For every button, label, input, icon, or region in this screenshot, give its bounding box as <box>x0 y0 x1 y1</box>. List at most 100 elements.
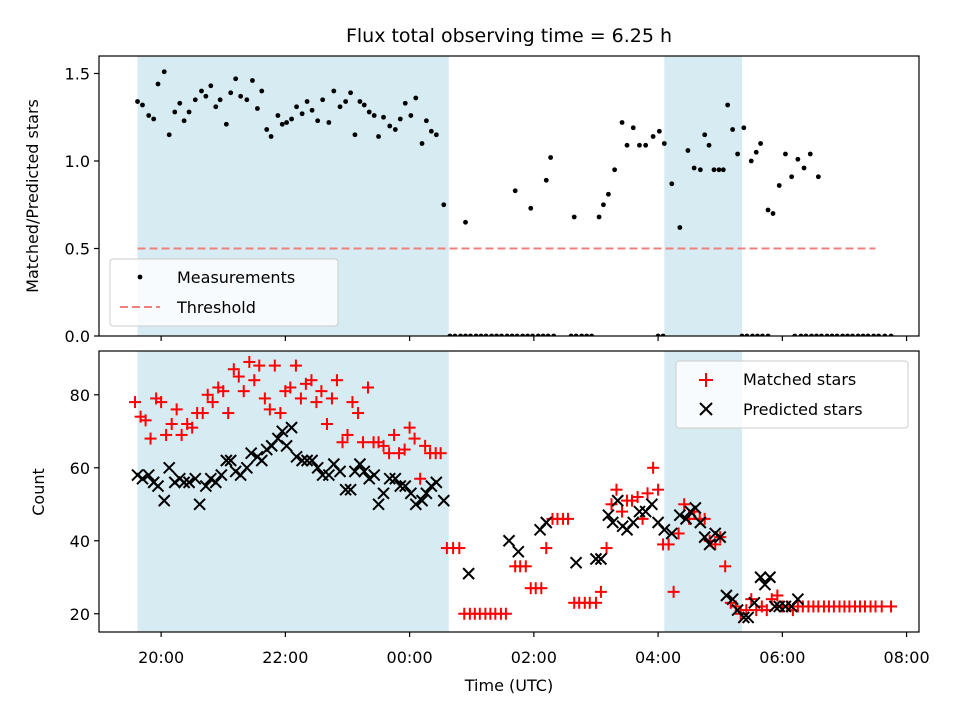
measurements-point-93 <box>748 158 754 164</box>
predicted-stars-point-6-b <box>158 494 171 507</box>
measurements-point-66 <box>571 214 577 220</box>
predicted-stars-point-44 <box>353 457 367 471</box>
measurements-point-48 <box>376 134 381 139</box>
predicted-stars-point-74 <box>627 516 640 529</box>
measurements-point-77 <box>656 128 662 134</box>
matched-stars-point-72 <box>499 607 512 620</box>
predicted-stars-point-5 <box>151 479 165 493</box>
measurements-point-79 <box>669 181 675 187</box>
matched-stars-point-25 <box>253 359 266 372</box>
predicted-stars-point-31 <box>285 421 298 434</box>
measurements-point-11 <box>186 109 192 115</box>
measurements-point-38 <box>326 120 332 125</box>
predicted-stars-point-34-b <box>300 454 314 467</box>
measurements-point-54 <box>408 113 414 118</box>
matched-stars-point-10 <box>175 428 188 441</box>
predicted-stars-point-44-b <box>353 457 367 471</box>
predicted-stars-point-17-b <box>215 468 228 482</box>
measurements-point-90 <box>730 127 736 132</box>
predicted-stars-point-50-b <box>383 472 396 485</box>
measurements-point-49 <box>381 114 386 120</box>
matched-stars-point-16 <box>206 396 219 409</box>
matched-stars-point-7 <box>160 428 173 441</box>
measurements-point-85 <box>706 142 712 148</box>
predicted-stars-point-2 <box>136 472 149 485</box>
predicted-stars-point-16-b <box>209 476 222 489</box>
predicted-stars-point-23 <box>244 446 258 460</box>
measurements-point-26 <box>264 127 270 132</box>
matched-stars-point-92 <box>610 483 623 496</box>
matched-stars-point-99 <box>647 461 660 474</box>
matched-stars-point-3 <box>139 414 152 427</box>
predicted-stars-point-29-b <box>276 425 289 438</box>
predicted-stars-point-41-b <box>339 483 352 496</box>
measurements-point-100 <box>789 174 795 180</box>
matched-stars-point-27 <box>263 403 276 416</box>
measurements-point-86 <box>711 167 717 173</box>
matched-stars-point-32 <box>289 359 302 372</box>
xtick-label-02:00: 02:00 <box>511 648 557 667</box>
matched-stars-point-113 <box>719 560 732 573</box>
matched-stars-point-98 <box>641 487 654 500</box>
predicted-stars-point-93 <box>737 611 751 624</box>
predicted-stars-point-14-b <box>199 479 213 493</box>
measurements-point-44 <box>357 99 363 104</box>
measurements-point-47 <box>371 113 377 118</box>
ytick-label-0.5: 0.5 <box>65 240 90 259</box>
bottom-panel-axes: 20 40 60 80 20:00 22:00 00:00 02:00 04:00 06:00 08… <box>70 350 930 667</box>
predicted-stars-point-98-b <box>763 571 777 584</box>
predicted-stars-point-51-b <box>389 472 402 485</box>
measurements-point-70 <box>612 167 618 173</box>
measurements-point-41 <box>343 99 349 104</box>
predicted-stars-point-36 <box>311 461 324 474</box>
predicted-stars-point-30 <box>280 439 293 453</box>
predicted-stars-point-85 <box>694 516 707 529</box>
measurements-point-84 <box>702 132 708 138</box>
measurements-point-5 <box>155 81 161 87</box>
predicted-stars-point-38 <box>322 468 336 482</box>
matched-stars-point-89 <box>594 585 607 598</box>
predicted-stars-point-71-b <box>611 494 624 507</box>
measurements-point-30 <box>284 120 290 125</box>
predicted-stars-point-52-b <box>394 479 407 493</box>
bottom-panel: 20 40 60 80 20:00 22:00 00:00 02:00 04:00 06:00 08… <box>29 350 930 667</box>
measurements-point-1 <box>135 99 140 104</box>
predicted-stars-point-86 <box>698 530 711 544</box>
predicted-stars-point-94 <box>741 611 755 624</box>
predicted-stars-point-18 <box>220 454 233 467</box>
measurements-point-8 <box>172 109 178 115</box>
predicted-stars-point-63 <box>512 545 525 558</box>
measurements-point-57 <box>423 118 429 124</box>
predicted-stars-point-10-b <box>177 476 191 489</box>
predicted-stars-point-40-b <box>333 465 347 478</box>
measurements-point-71 <box>619 120 625 125</box>
matched-stars-point-37 <box>315 385 328 398</box>
measurements-point-87 <box>716 167 722 173</box>
predicted-stars-point-80 <box>665 527 678 540</box>
matched-stars-point-4 <box>144 432 157 445</box>
predicted-stars-point-50 <box>383 472 396 485</box>
predicted-stars-point-6 <box>158 494 171 507</box>
predicted-stars-point-57 <box>420 487 433 500</box>
predicted-stars-point-25-b <box>255 454 268 467</box>
predicted-stars-point-103 <box>791 592 805 606</box>
xtick-label-06:00: 06:00 <box>759 648 805 667</box>
predicted-stars-point-68-b <box>594 552 608 566</box>
matched-stars-point-123 <box>771 589 784 602</box>
predicted-stars-point-35 <box>305 454 319 467</box>
predicted-stars-point-82-b <box>679 512 693 526</box>
predicted-stars-point-41 <box>339 483 352 496</box>
measurements-point-68 <box>601 202 606 208</box>
measurements-point-97 <box>770 211 776 216</box>
predicted-stars-point-55 <box>409 498 423 511</box>
measurements-point-15 <box>208 83 214 89</box>
predicted-stars-point-49-b <box>377 487 390 500</box>
predicted-stars-point-65 <box>540 516 553 529</box>
measurements-point-51 <box>392 127 398 132</box>
measurements-point-63 <box>528 205 534 211</box>
predicted-stars-point-39-b <box>327 457 341 471</box>
predicted-stars-point-70-b <box>606 516 619 529</box>
predicted-stars-point-69 <box>602 509 615 522</box>
predicted-stars-point-12-b <box>189 472 202 485</box>
predicted-stars-point-96-b <box>754 571 767 584</box>
